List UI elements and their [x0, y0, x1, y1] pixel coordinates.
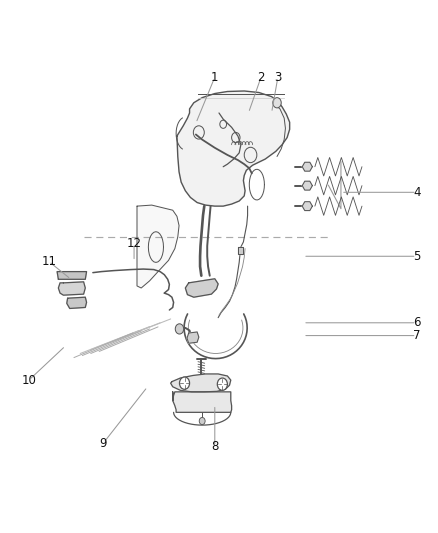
Text: 5: 5 [413, 250, 420, 263]
Text: 7: 7 [413, 329, 420, 342]
Circle shape [180, 377, 190, 389]
Circle shape [199, 417, 205, 425]
Text: 10: 10 [21, 374, 36, 386]
Text: 3: 3 [274, 71, 282, 84]
Circle shape [217, 378, 227, 390]
Text: 9: 9 [99, 437, 107, 449]
Polygon shape [187, 332, 199, 343]
Polygon shape [238, 247, 244, 254]
Text: 1: 1 [211, 71, 219, 84]
Polygon shape [177, 91, 290, 206]
Polygon shape [185, 279, 218, 297]
Text: 2: 2 [257, 71, 265, 84]
Text: 11: 11 [41, 255, 56, 268]
Polygon shape [67, 297, 87, 309]
Text: 6: 6 [413, 316, 420, 329]
Text: 8: 8 [211, 440, 219, 453]
Circle shape [175, 324, 184, 334]
Polygon shape [302, 201, 312, 211]
Polygon shape [302, 181, 312, 190]
Polygon shape [57, 272, 87, 279]
Polygon shape [137, 205, 179, 288]
Text: 4: 4 [413, 186, 420, 199]
Circle shape [273, 98, 281, 108]
Polygon shape [302, 162, 312, 171]
Polygon shape [171, 374, 231, 392]
Text: 12: 12 [127, 237, 141, 250]
Polygon shape [173, 392, 232, 413]
Polygon shape [58, 282, 85, 295]
